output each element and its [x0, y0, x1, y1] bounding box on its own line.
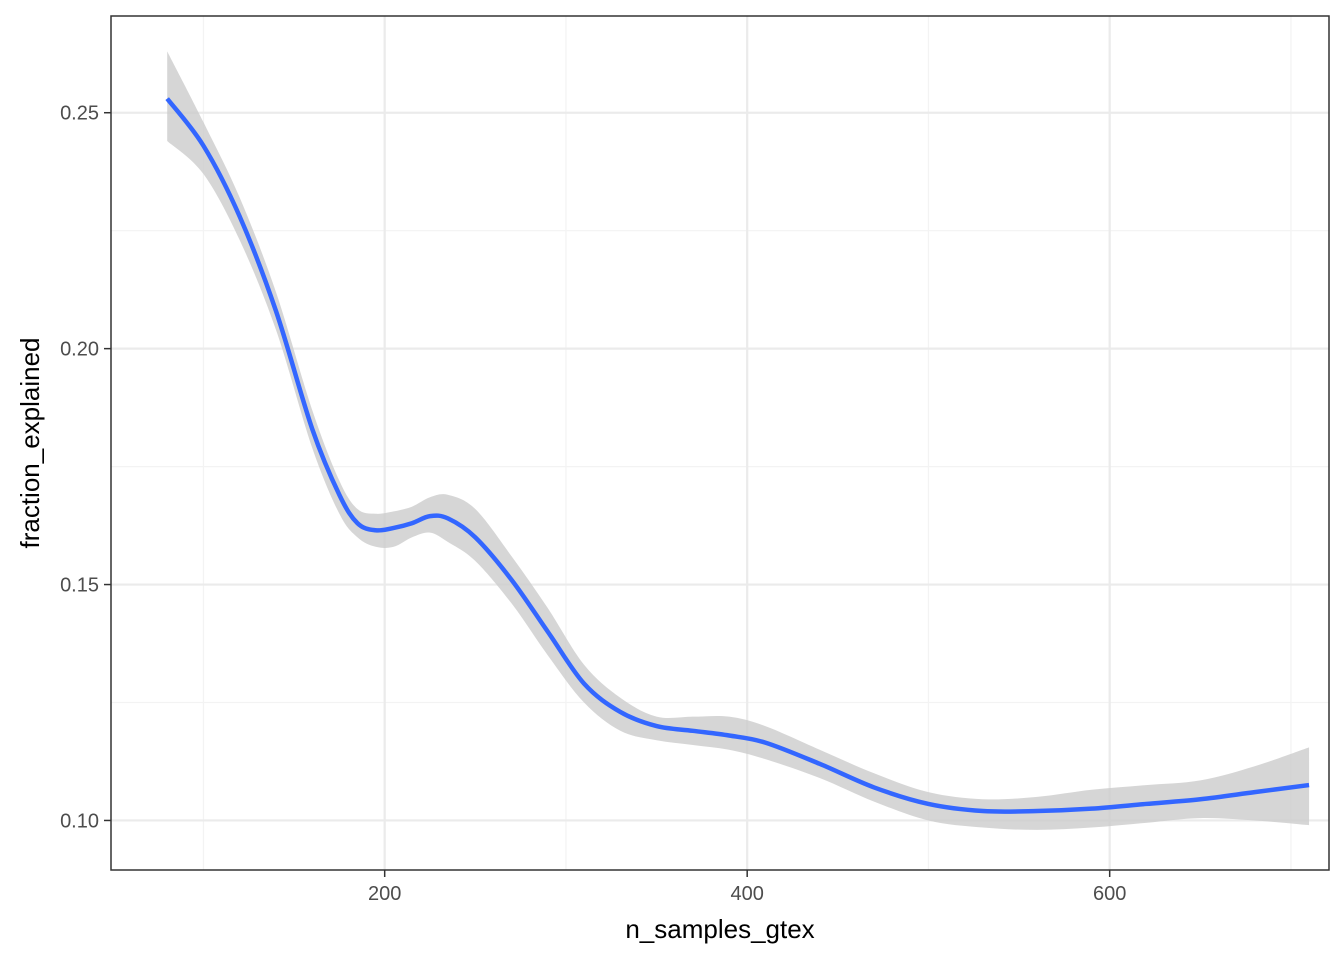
y-tick-label: 0.15: [60, 575, 99, 597]
y-axis-title: fraction_explained: [15, 337, 45, 548]
smooth-line-layer: [165, 97, 1310, 814]
y-tick-label: 0.20: [60, 339, 99, 361]
y-tick-label: 0.10: [60, 810, 99, 832]
x-tick-label: 400: [731, 883, 764, 905]
x-tick-label: 600: [1093, 883, 1126, 905]
x-axis-title: n_samples_gtex: [625, 914, 814, 944]
x-tick-label: 200: [368, 883, 401, 905]
y-axis: 0.10 0.15 0.20 0.25: [60, 103, 111, 832]
smooth-line: [165, 97, 1310, 814]
x-axis: 200 400 600: [368, 870, 1126, 905]
panel-border: [110, 15, 1330, 871]
y-tick-label: 0.25: [60, 103, 99, 125]
